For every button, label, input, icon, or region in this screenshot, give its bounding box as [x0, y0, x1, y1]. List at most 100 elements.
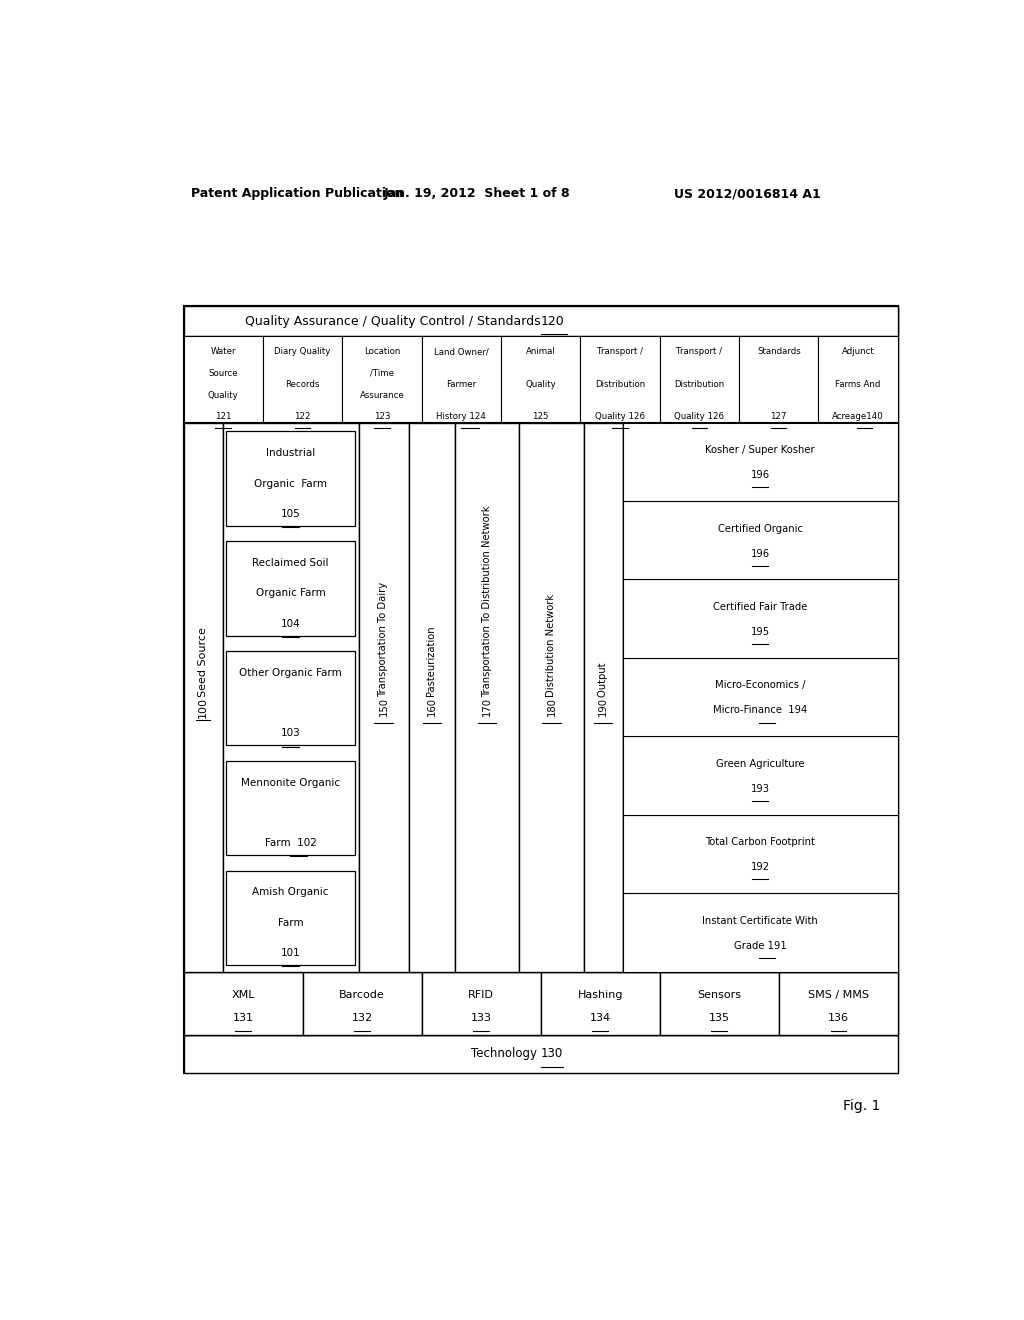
Text: Distribution Network: Distribution Network: [547, 591, 556, 697]
Bar: [739, 337, 818, 422]
Text: Animal: Animal: [525, 347, 556, 356]
Text: Farm  102: Farm 102: [265, 838, 316, 847]
Text: Jan. 19, 2012  Sheet 1 of 8: Jan. 19, 2012 Sheet 1 of 8: [384, 187, 570, 201]
Text: 192: 192: [751, 862, 770, 873]
Text: 130: 130: [541, 1047, 563, 1060]
Text: Grade 191: Grade 191: [734, 941, 786, 950]
Text: Seed Source: Seed Source: [199, 624, 208, 697]
Bar: [455, 422, 519, 972]
Bar: [818, 337, 898, 422]
Bar: [623, 579, 898, 657]
Text: 100: 100: [199, 697, 208, 718]
Bar: [226, 760, 355, 855]
Text: Total Carbon Footprint: Total Carbon Footprint: [706, 837, 815, 847]
Text: Transport /: Transport /: [677, 347, 722, 356]
Bar: [226, 432, 355, 525]
Text: 121: 121: [215, 412, 231, 421]
Text: Micro-Finance  194: Micro-Finance 194: [713, 705, 808, 715]
Bar: [623, 814, 898, 894]
Text: /Time: /Time: [370, 368, 394, 378]
Text: Technology: Technology: [471, 1047, 541, 1060]
Bar: [623, 502, 898, 579]
Text: 135: 135: [709, 1014, 730, 1023]
Text: Industrial: Industrial: [266, 449, 315, 458]
Text: Acreage140: Acreage140: [833, 412, 884, 421]
Text: Farm: Farm: [278, 917, 303, 928]
Bar: [183, 306, 898, 1073]
Text: 195: 195: [751, 627, 770, 638]
Text: Transportation To Dairy: Transportation To Dairy: [379, 579, 388, 697]
Text: Kosher / Super Kosher: Kosher / Super Kosher: [706, 445, 815, 455]
Text: Quality 126: Quality 126: [675, 412, 724, 421]
Bar: [183, 422, 898, 972]
Text: Reclaimed Soil: Reclaimed Soil: [253, 558, 329, 568]
Text: 103: 103: [281, 729, 301, 738]
Bar: [623, 422, 898, 502]
Text: Quality: Quality: [208, 391, 239, 400]
Text: Hashing: Hashing: [578, 990, 623, 1001]
Text: Assurance: Assurance: [359, 391, 404, 400]
Bar: [519, 422, 584, 972]
Text: Source: Source: [209, 368, 238, 378]
Text: Land Owner/: Land Owner/: [434, 347, 488, 356]
Text: 196: 196: [751, 549, 770, 558]
Text: 127: 127: [770, 412, 787, 421]
Text: Pasteurization: Pasteurization: [427, 623, 437, 697]
Text: Quality: Quality: [525, 380, 556, 388]
Bar: [541, 972, 659, 1035]
Bar: [581, 337, 659, 422]
Text: Water: Water: [211, 347, 236, 356]
Bar: [659, 337, 739, 422]
Bar: [422, 972, 541, 1035]
Text: Diary Quality: Diary Quality: [274, 347, 331, 356]
Bar: [263, 337, 342, 422]
Text: 196: 196: [751, 470, 770, 480]
Bar: [779, 972, 898, 1035]
Text: Certified Fair Trade: Certified Fair Trade: [713, 602, 808, 612]
Text: 170: 170: [482, 697, 493, 715]
Text: Farmer: Farmer: [446, 380, 476, 388]
Text: Organic Farm: Organic Farm: [256, 589, 326, 598]
Bar: [358, 422, 409, 972]
Text: 122: 122: [294, 412, 311, 421]
Text: Farms And: Farms And: [836, 380, 881, 388]
Text: 180: 180: [547, 697, 556, 715]
Text: 133: 133: [471, 1014, 492, 1023]
Bar: [183, 422, 223, 972]
Bar: [183, 972, 303, 1035]
Text: Barcode: Barcode: [339, 990, 385, 1001]
Text: 123: 123: [374, 412, 390, 421]
Bar: [501, 337, 581, 422]
Bar: [623, 422, 898, 972]
Bar: [183, 337, 263, 422]
Text: Green Agriculture: Green Agriculture: [716, 759, 805, 768]
Text: Location: Location: [364, 347, 400, 356]
Text: Distribution: Distribution: [674, 380, 725, 388]
Text: 131: 131: [232, 1014, 254, 1023]
Text: Amish Organic: Amish Organic: [253, 887, 329, 898]
Text: Distribution: Distribution: [595, 380, 645, 388]
Text: History 124: History 124: [436, 412, 486, 421]
Text: 193: 193: [751, 784, 770, 793]
Text: US 2012/0016814 A1: US 2012/0016814 A1: [674, 187, 820, 201]
Bar: [584, 422, 623, 972]
Bar: [183, 972, 898, 1035]
Bar: [226, 870, 355, 965]
Text: 190: 190: [598, 697, 608, 715]
Bar: [409, 422, 455, 972]
Bar: [183, 306, 898, 972]
Bar: [342, 337, 422, 422]
Text: 104: 104: [281, 619, 301, 628]
Text: Fig. 1: Fig. 1: [844, 1098, 881, 1113]
Bar: [623, 657, 898, 737]
Text: Records: Records: [286, 380, 319, 388]
Bar: [422, 337, 501, 422]
Text: 125: 125: [532, 412, 549, 421]
Text: SMS / MMS: SMS / MMS: [808, 990, 868, 1001]
Text: 105: 105: [281, 508, 301, 519]
Text: 132: 132: [351, 1014, 373, 1023]
Bar: [223, 422, 358, 972]
Text: XML: XML: [231, 990, 255, 1001]
Text: Organic  Farm: Organic Farm: [254, 479, 328, 488]
Text: RFID: RFID: [468, 990, 495, 1001]
